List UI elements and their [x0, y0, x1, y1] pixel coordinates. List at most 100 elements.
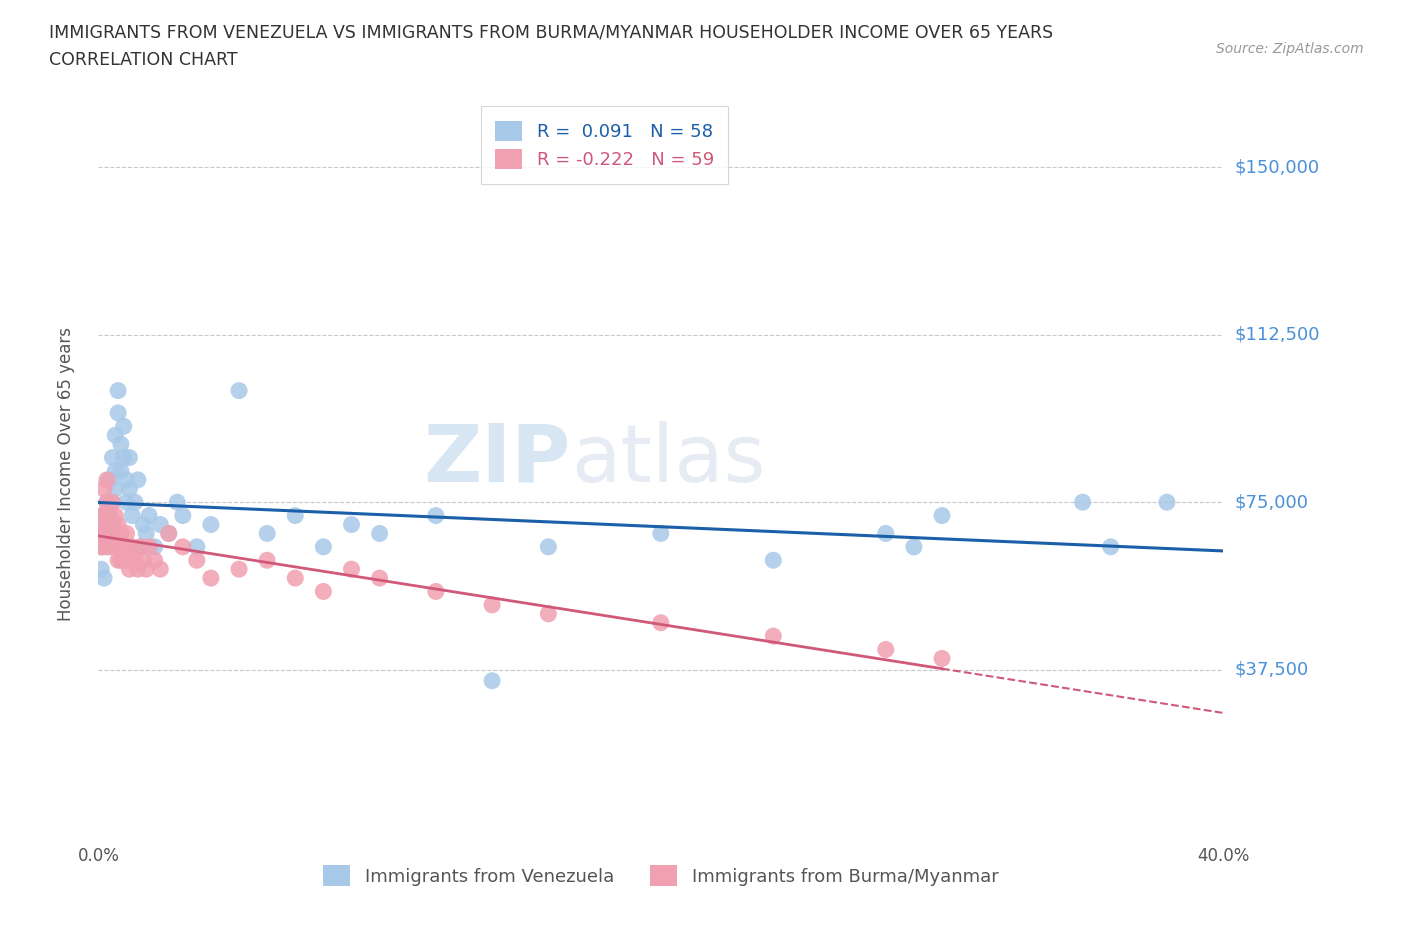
Point: [650, 616, 672, 631]
Point: [312, 539, 335, 554]
Text: $150,000: $150,000: [1234, 158, 1319, 177]
Point: [129, 539, 152, 554]
Point: [93, 526, 115, 541]
Point: [115, 539, 138, 554]
Point: [284, 508, 307, 523]
Point: [110, 526, 132, 541]
Point: [93, 508, 115, 523]
Point: [112, 450, 135, 465]
Point: [149, 562, 172, 577]
Point: [90, 562, 112, 577]
Point: [101, 517, 124, 532]
Point: [481, 673, 503, 688]
Text: atlas: atlas: [571, 420, 765, 498]
Point: [104, 508, 127, 523]
Point: [166, 495, 188, 510]
Text: Source: ZipAtlas.com: Source: ZipAtlas.com: [1216, 42, 1364, 56]
Point: [425, 508, 447, 523]
Legend: Immigrants from Venezuela, Immigrants from Burma/Myanmar: Immigrants from Venezuela, Immigrants fr…: [316, 858, 1005, 893]
Point: [96, 495, 118, 510]
Point: [90, 539, 112, 554]
Point: [157, 526, 180, 541]
Point: [107, 517, 129, 532]
Point: [107, 539, 129, 554]
Point: [172, 539, 194, 554]
Point: [132, 517, 155, 532]
Point: [90, 508, 112, 523]
Point: [118, 562, 141, 577]
Point: [135, 526, 157, 541]
Point: [368, 571, 391, 586]
Point: [107, 405, 129, 420]
Text: $75,000: $75,000: [1234, 493, 1309, 512]
Point: [138, 508, 160, 523]
Point: [762, 629, 785, 644]
Point: [1156, 495, 1178, 510]
Point: [96, 539, 118, 554]
Point: [228, 562, 250, 577]
Point: [96, 517, 118, 532]
Point: [186, 552, 208, 567]
Text: ZIP: ZIP: [423, 420, 571, 498]
Point: [98, 472, 121, 487]
Point: [118, 450, 141, 465]
Point: [200, 571, 222, 586]
Point: [875, 642, 897, 657]
Point: [132, 552, 155, 567]
Point: [157, 526, 180, 541]
Point: [93, 517, 115, 532]
Point: [186, 539, 208, 554]
Point: [115, 526, 138, 541]
Point: [200, 517, 222, 532]
Point: [90, 539, 112, 554]
Point: [104, 482, 127, 497]
Point: [93, 571, 115, 586]
Point: [127, 472, 149, 487]
Point: [96, 517, 118, 532]
Point: [650, 526, 672, 541]
Point: [98, 539, 121, 554]
Point: [93, 482, 115, 497]
Point: [124, 552, 146, 567]
Point: [931, 508, 953, 523]
Point: [312, 584, 335, 599]
Point: [537, 606, 560, 621]
Point: [127, 562, 149, 577]
Point: [340, 562, 363, 577]
Point: [143, 539, 166, 554]
Point: [96, 495, 118, 510]
Point: [481, 597, 503, 612]
Point: [107, 552, 129, 567]
Point: [368, 526, 391, 541]
Point: [762, 552, 785, 567]
Point: [143, 552, 166, 567]
Point: [90, 526, 112, 541]
Point: [104, 463, 127, 478]
Point: [98, 526, 121, 541]
Point: [93, 539, 115, 554]
Point: [104, 539, 127, 554]
Point: [1071, 495, 1094, 510]
Point: [124, 495, 146, 510]
Point: [104, 428, 127, 443]
Point: [101, 526, 124, 541]
Point: [118, 482, 141, 497]
Point: [118, 552, 141, 567]
Point: [1099, 539, 1122, 554]
Text: IMMIGRANTS FROM VENEZUELA VS IMMIGRANTS FROM BURMA/MYANMAR HOUSEHOLDER INCOME OV: IMMIGRANTS FROM VENEZUELA VS IMMIGRANTS …: [49, 23, 1053, 41]
Text: $37,500: $37,500: [1234, 660, 1309, 679]
Y-axis label: Householder Income Over 65 years: Householder Income Over 65 years: [56, 327, 75, 621]
Point: [256, 552, 278, 567]
Point: [903, 539, 925, 554]
Point: [101, 495, 124, 510]
Point: [284, 571, 307, 586]
Point: [129, 539, 152, 554]
Point: [425, 584, 447, 599]
Point: [172, 508, 194, 523]
Point: [98, 526, 121, 541]
Point: [98, 508, 121, 523]
Point: [115, 472, 138, 487]
Text: CORRELATION CHART: CORRELATION CHART: [49, 51, 238, 69]
Point: [107, 526, 129, 541]
Point: [96, 472, 118, 487]
